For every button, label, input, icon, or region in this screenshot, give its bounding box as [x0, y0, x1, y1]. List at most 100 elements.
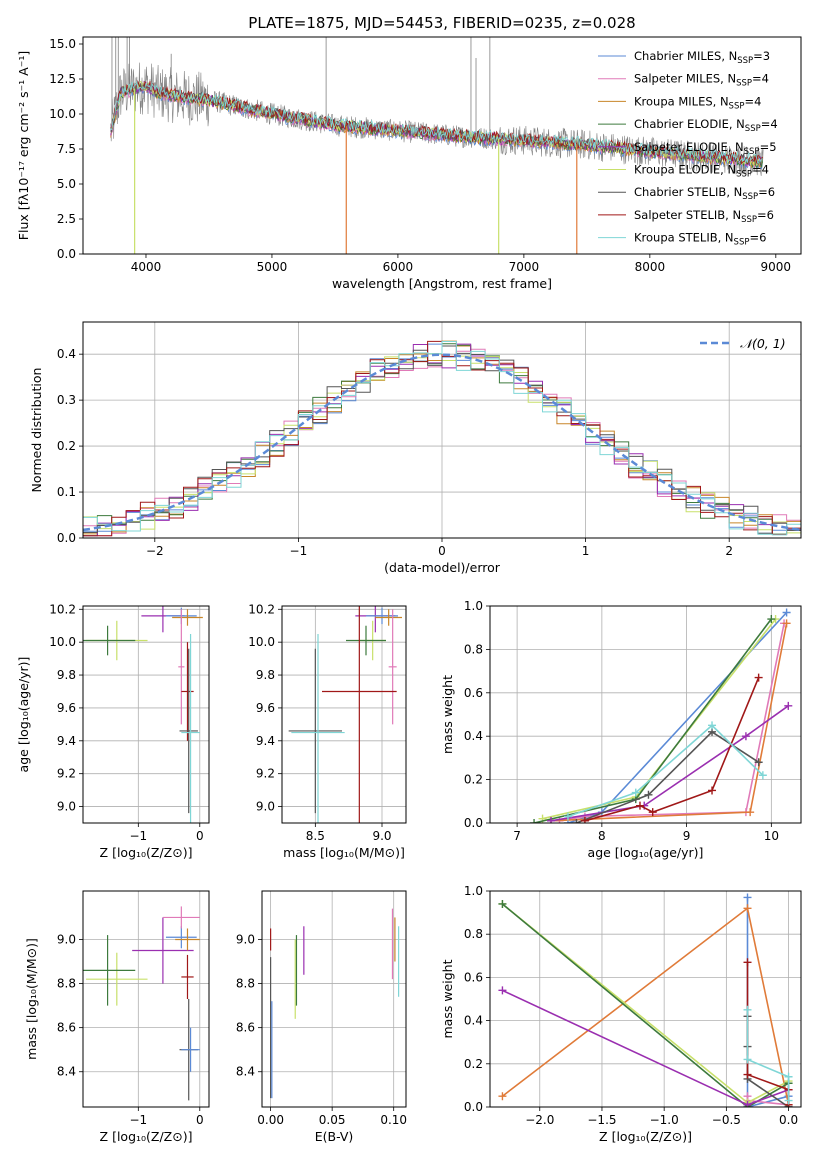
spectrum-axes: 4000 5000 6000 7000 8000 9000 0.0 2.5 5.0 7.5 10.0… [16, 37, 791, 291]
x-tick-label: 8 [598, 829, 606, 843]
weight-marker [784, 701, 793, 710]
x-tick-label: −1.5 [587, 1113, 616, 1127]
x-tick-label: 8.5 [306, 829, 325, 843]
weight-line-kroupa_stelib [567, 724, 764, 818]
y-tick-label: 9.6 [57, 701, 76, 715]
mass_vs_Z-axes: −1 0 8.4 8.6 8.8 9.0 Z [log₁₀(Z/Z⊙)] mass [log₁… [24, 891, 209, 1144]
x-tick-label: 4000 [131, 260, 162, 274]
x-tick-label: 1 [582, 544, 590, 558]
y-tick-label: 9.0 [256, 800, 275, 814]
x-tick-label: 8000 [635, 260, 666, 274]
weight-marker [784, 1096, 793, 1105]
weight-marker [498, 899, 507, 908]
weight-marker [648, 808, 657, 817]
mass_vs_EBV-points [270, 908, 400, 1099]
y-tick-label: 15.0 [49, 37, 76, 51]
y-axis-label: mass weight [440, 959, 455, 1038]
weight-marker [782, 608, 791, 617]
weight-marker [530, 819, 539, 823]
y-tick-label: 2.5 [57, 212, 76, 226]
weight-marker [782, 619, 791, 628]
weight-line-salpeter_miles [559, 623, 785, 822]
weight-marker [580, 816, 589, 823]
age_vs_Z-frame [82, 605, 210, 824]
spectrum-data-group [110, 37, 764, 254]
weight-marker [498, 1092, 507, 1101]
x-tick-label: 0.10 [380, 1113, 407, 1127]
weight-marker [708, 786, 717, 795]
legend-label: Chabrier STELIB, NSSP=6 [634, 185, 775, 202]
normal-curve [83, 353, 801, 532]
y-tick-label: 0.0 [464, 1100, 483, 1114]
weight-marker [547, 816, 556, 823]
x-tick-label: 6000 [383, 260, 414, 274]
weight_vs_age-axes: 7 8 9 10 0.0 0.2 0.4 0.6 0.8 1.0 age [log₁₀(age/yr… [440, 599, 801, 860]
weight-marker [498, 986, 507, 995]
weight-marker [754, 758, 763, 767]
x-tick-label: 5000 [257, 260, 288, 274]
spectrum-legend: Chabrier MILES, NSSP=3 Salpeter MILES, NS… [598, 49, 778, 248]
x-tick-label: −0.5 [712, 1113, 741, 1127]
y-tick-label: 0.2 [57, 439, 76, 453]
chart-title: PLATE=1875, MJD=54453, FIBERID=0235, z=0… [248, 14, 635, 32]
weight-line-chabrier_stelib [576, 730, 760, 823]
x-tick-label: 9 [683, 829, 691, 843]
y-axis-label: age [log₁₀(age/yr)] [16, 657, 31, 773]
weight-line-chabrier_elodie [501, 903, 790, 1107]
weight-marker [708, 721, 717, 730]
x-axis-label: wavelength [Angstrom, rest frame] [332, 276, 552, 291]
age_vs_mass-axes: 8.5 9.0 9.0 9.2 9.4 9.6 9.8 10.0 10.2 mass [log₁₀… [248, 602, 406, 860]
x-axis-label: E(B-V) [315, 1129, 354, 1144]
legend-label: Kroupa MILES, NSSP=4 [634, 94, 761, 111]
y-tick-label: 0.2 [464, 1057, 483, 1071]
x-tick-label: 0 [196, 829, 204, 843]
legend-label: Chabrier MILES, NSSP=3 [634, 49, 770, 66]
y-tick-label: 10.0 [49, 635, 76, 649]
weight-marker [743, 1055, 752, 1064]
y-axis-label: mass weight [440, 675, 455, 754]
x-tick-label: 0 [196, 1113, 204, 1127]
legend-label: Salpeter STELIB, NSSP=6 [634, 208, 774, 225]
weight-line-salpeter_elodie [502, 989, 789, 1106]
y-tick-label: 0.6 [464, 970, 483, 984]
y-tick-label: 0.8 [464, 927, 483, 941]
x-tick-label: −1 [129, 1113, 147, 1127]
legend-label: Chabrier ELODIE, NSSP=4 [634, 117, 778, 134]
y-tick-label: 8.4 [57, 1065, 76, 1079]
x-tick-label: 0.0 [779, 1113, 798, 1127]
weight-line-salpeter_stelib [584, 677, 760, 822]
y-tick-label: 8.8 [57, 977, 76, 991]
y-tick-label: 0.4 [57, 347, 76, 361]
mass_vs_EBV-frame [261, 890, 407, 1108]
y-tick-label: 9.0 [57, 800, 76, 814]
y-tick-label: 0.1 [57, 485, 76, 499]
weight-marker [743, 1100, 752, 1107]
y-tick-label: 0.3 [57, 393, 76, 407]
x-tick-label: −1 [129, 829, 147, 843]
y-axis-label: mass [log₁₀(M/M⊙)] [24, 938, 39, 1060]
mass_vs_Z-points [83, 906, 200, 1101]
y-axis-label: Normed distribution [29, 368, 44, 493]
y-tick-label: 10.2 [248, 602, 275, 616]
y-tick-label: 7.5 [57, 142, 76, 156]
x-axis-label: Z [log₁₀(Z/Z⊙)] [100, 845, 193, 860]
y-tick-label: 9.2 [256, 767, 275, 781]
y-tick-label: 1.0 [464, 884, 483, 898]
weight-marker [746, 808, 755, 817]
age_vs_mass-points [288, 606, 402, 823]
x-tick-label: 0.05 [319, 1113, 346, 1127]
x-axis-label: Z [log₁₀(Z/Z⊙)] [100, 1129, 193, 1144]
y-axis-label: Flux [fλ10⁻¹⁷ erg cm⁻² s⁻¹ A⁻¹] [16, 51, 31, 240]
residuals-axes: −2 −1 0 1 2 0.0 0.1 0.2 0.3 0.4 (data-model)/error… [29, 322, 801, 575]
y-tick-label: 8.6 [236, 1021, 255, 1035]
weight-marker [784, 1072, 793, 1081]
weight-line-orange [550, 623, 788, 822]
y-tick-label: 1.0 [464, 599, 483, 613]
y-tick-label: 0.8 [464, 642, 483, 656]
weight_vs_age-frame [489, 605, 802, 824]
y-tick-label: 0.6 [464, 686, 483, 700]
y-tick-label: 0.4 [464, 1014, 483, 1028]
weight-line-kroupa_elodie [542, 618, 777, 820]
weight-marker [635, 801, 644, 810]
